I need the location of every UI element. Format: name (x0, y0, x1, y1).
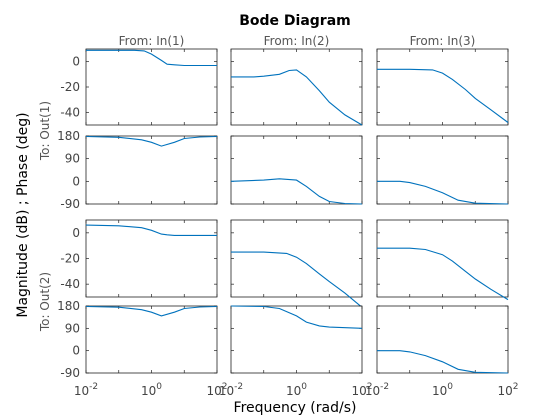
x-tick-label: 102 (351, 382, 372, 398)
subplot-frame (376, 305, 509, 374)
subplot-frame (85, 48, 218, 126)
subplot-frame (230, 48, 363, 126)
x-tick-label: 100 (141, 382, 162, 398)
subplot (85, 48, 218, 126)
x-tick-label: 10-2 (74, 382, 98, 398)
x-tick-label: 100 (286, 382, 307, 398)
series-line (85, 135, 218, 147)
y-tick-label: 0 (72, 344, 80, 358)
y-tick-label: 90 (65, 152, 80, 166)
y-tick-label: 180 (57, 299, 80, 313)
subplot (85, 219, 218, 298)
series-line (377, 180, 509, 205)
column-headers: From: In(1) From: In(2) From: In(3) (119, 34, 476, 48)
y-tick-label: -90 (60, 197, 80, 211)
y-axis-label: Magnitude (dB) ; Phase (deg) (15, 112, 31, 317)
subplot-frame (376, 135, 509, 205)
subplot-frame (85, 135, 218, 205)
series-line (377, 350, 509, 374)
series-line (377, 247, 509, 301)
series-line (85, 224, 217, 236)
subplot (376, 48, 509, 126)
column-header: From: In(3) (410, 34, 476, 48)
subplot-frame (85, 219, 218, 298)
y-tick-label: -20 (60, 80, 80, 94)
series-line (85, 305, 218, 317)
subplot (85, 135, 218, 205)
y-tick-label: -90 (60, 366, 80, 380)
y-tick-label: 0 (72, 174, 80, 188)
subplot (376, 305, 509, 374)
subplot-frame (230, 219, 363, 298)
subplot (230, 219, 363, 308)
row-header: To: Out(1) (38, 101, 52, 161)
subplot-grid: 0 -20 -40 180 90 0 -90 0 -20 -40 180 90 0 -90 (57, 48, 509, 380)
column-header: From: In(1) (119, 34, 185, 48)
series-line (230, 305, 363, 329)
series-line (230, 178, 363, 205)
subplot-frame (376, 48, 509, 126)
x-tick-label: 10-2 (219, 382, 243, 398)
y-tick-label: -40 (60, 105, 80, 119)
subplot-frame (85, 305, 218, 374)
series-line (231, 69, 363, 126)
row-header: To: Out(2) (38, 272, 52, 332)
y-tick-label: 90 (65, 321, 80, 335)
x-tick-label: 102 (206, 382, 227, 398)
series-line (377, 68, 509, 123)
subplot (230, 48, 363, 126)
x-axis-label: Frequency (rad/s) (234, 400, 357, 416)
x-tick-label: 100 (432, 382, 453, 398)
subplot (376, 135, 509, 205)
subplot (85, 305, 218, 374)
subplot (230, 305, 363, 374)
subplot-frame (230, 135, 363, 205)
y-tick-label: 0 (72, 226, 80, 240)
subplot (230, 135, 363, 205)
y-tick-label: 180 (57, 129, 80, 143)
series-line (86, 49, 217, 67)
series-line (231, 251, 363, 308)
x-tick-label: 102 (497, 382, 518, 398)
column-header: From: In(2) (264, 34, 330, 48)
subplot (376, 219, 509, 301)
row-headers: To: Out(1) To: Out(2) (38, 101, 52, 332)
subplot-frame (376, 219, 509, 298)
x-tick-label: 10-2 (365, 382, 389, 398)
y-tick-label: -40 (60, 277, 80, 291)
y-tick-label: 0 (72, 55, 80, 69)
y-tick-label: -20 (60, 252, 80, 266)
chart-title: Bode Diagram (239, 13, 351, 29)
